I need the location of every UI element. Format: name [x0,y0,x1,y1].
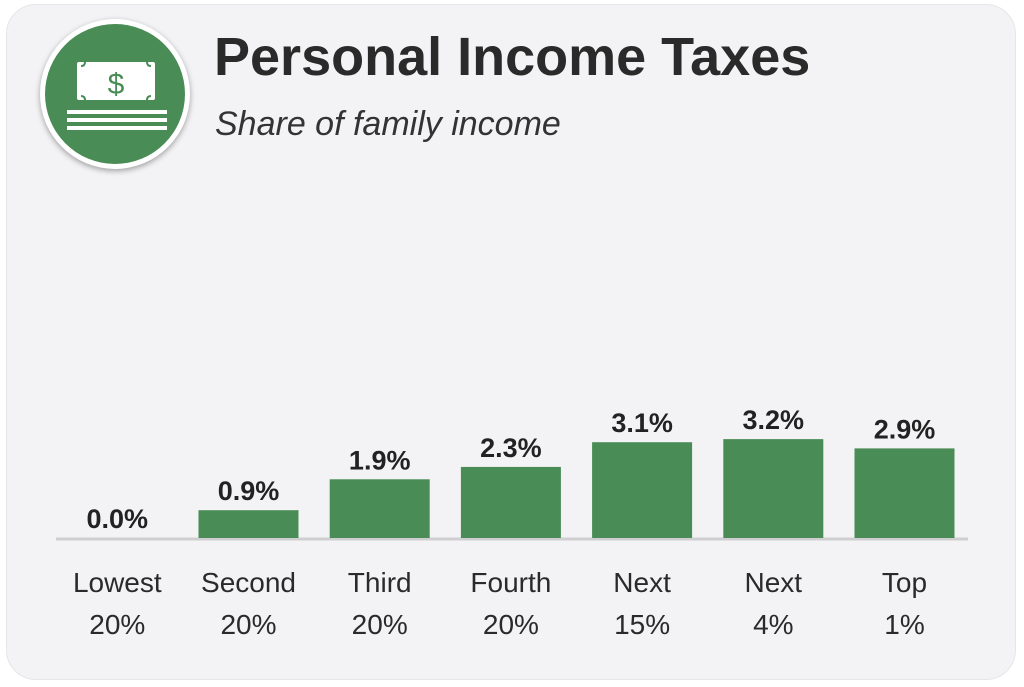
category-sublabel: 1% [884,609,924,640]
money-badge: $ [40,19,190,169]
category-label: Lowest [73,567,162,598]
bar [329,479,430,538]
category-sublabel: 20% [352,609,408,640]
bar [460,466,561,538]
data-label: 1.9% [349,445,411,475]
category-label: Third [348,567,412,598]
category-sublabel: 20% [220,609,276,640]
category-sublabel: 20% [89,609,145,640]
category-label: Fourth [470,567,551,598]
data-label: 0.9% [218,476,280,506]
data-label: 2.9% [874,414,936,444]
category-label: Next [613,567,671,598]
category-sublabel: 20% [483,609,539,640]
category-sublabel: 4% [753,609,793,640]
svg-text:$: $ [108,68,125,101]
bar [854,448,955,538]
category-label: Top [882,567,927,598]
bar [198,510,299,538]
data-label: 0.0% [87,504,149,534]
category-sublabel: 15% [614,609,670,640]
bar [723,439,824,538]
money-stack-icon: $ [45,24,185,164]
chart-subtitle: Share of family income [215,105,561,143]
bar [592,442,693,538]
category-label: Second [201,567,296,598]
data-label: 2.3% [480,433,542,463]
data-label: 3.1% [611,408,673,438]
data-label: 3.2% [743,405,805,435]
category-label: Next [745,567,803,598]
chart-title: Personal Income Taxes [214,27,811,87]
